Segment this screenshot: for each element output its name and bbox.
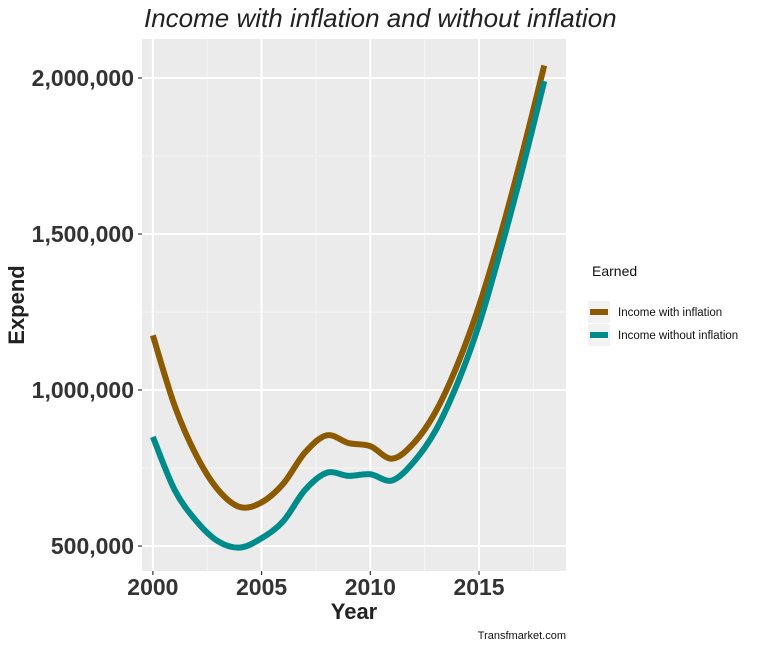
x-tick-label: 2015	[453, 574, 504, 600]
series-line-with-inflation	[150, 64, 548, 511]
y-tick-label: 1,000,000	[32, 377, 134, 403]
legend-title: Earned	[592, 263, 637, 279]
y-tick-label: 2,000,000	[32, 65, 134, 91]
legend: Earned Income with inflation Income witho…	[588, 263, 738, 346]
x-tick-label: 2000	[127, 574, 178, 600]
x-axis-title: Year	[331, 599, 378, 624]
legend-items: Income with inflation Income without infl…	[588, 301, 738, 346]
y-axis: 500,000 1,000,000 1,500,000 2,000,000	[32, 65, 142, 559]
y-axis-title: Expend	[4, 265, 29, 344]
x-tick-label: 2010	[345, 574, 396, 600]
x-tick-label: 2005	[236, 574, 287, 600]
series-line-without-inflation	[150, 80, 548, 551]
x-axis: 2000 2005 2010 2015	[127, 571, 505, 600]
caption: Transfmarket.com	[478, 630, 566, 642]
legend-label: Income without inflation	[618, 330, 738, 342]
legend-label: Income with inflation	[618, 307, 722, 319]
y-tick-label: 1,500,000	[32, 221, 134, 247]
plot-panel	[142, 39, 566, 571]
grid-lines	[142, 39, 566, 571]
y-tick-label: 500,000	[51, 533, 134, 559]
series-lines	[150, 64, 548, 551]
chart-title: Income with inflation and without inflat…	[144, 3, 617, 33]
